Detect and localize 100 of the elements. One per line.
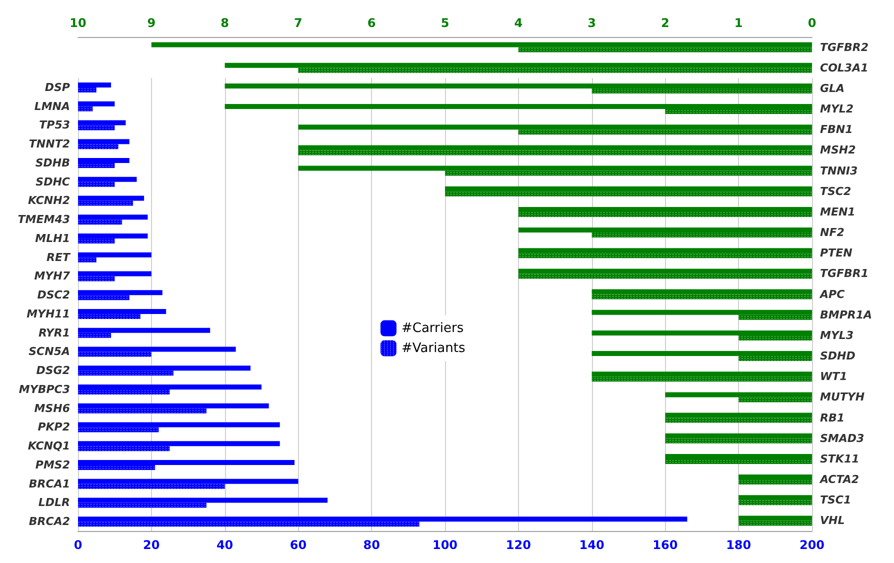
bar bbox=[665, 392, 812, 398]
bar bbox=[78, 82, 112, 88]
y-tick-label: SDHB bbox=[35, 156, 70, 170]
x-tick-label: 200 bbox=[799, 538, 825, 552]
y-tick-label: FBN1 bbox=[820, 123, 853, 136]
y-tick-label: SDHD bbox=[820, 350, 856, 363]
bar bbox=[298, 166, 812, 171]
bar bbox=[78, 176, 137, 182]
bar bbox=[78, 196, 144, 201]
y-tick-label: NF2 bbox=[820, 226, 845, 240]
y-tick-label: TP53 bbox=[39, 118, 70, 132]
bar bbox=[665, 412, 812, 418]
bar bbox=[224, 62, 812, 68]
bar bbox=[78, 422, 280, 428]
x2-tick-label: 1 bbox=[734, 16, 743, 30]
bar bbox=[592, 289, 812, 294]
legend-label: #Carriers bbox=[401, 320, 464, 336]
bar bbox=[445, 186, 812, 192]
bar bbox=[78, 101, 115, 106]
bar bbox=[78, 308, 166, 314]
x2-tick-label: 6 bbox=[367, 16, 376, 30]
y-tick-label: TSC2 bbox=[820, 184, 852, 198]
x-tick-label: 80 bbox=[363, 538, 380, 552]
y-tick-label: SCN5A bbox=[28, 345, 70, 358]
x2-tick-label: 4 bbox=[514, 16, 523, 30]
y-tick-label: MLH1 bbox=[35, 232, 70, 245]
bar bbox=[665, 454, 812, 459]
x-tick-label: 160 bbox=[652, 538, 678, 552]
bar bbox=[78, 460, 295, 465]
y-tick-label: BRCA2 bbox=[28, 515, 70, 528]
x2-tick-label: 8 bbox=[220, 16, 229, 30]
y-tick-label: TSC1 bbox=[820, 494, 852, 507]
bar bbox=[78, 120, 126, 126]
y-tick-label: PKP2 bbox=[38, 420, 70, 434]
bar bbox=[298, 145, 812, 150]
x2-tick-label: 9 bbox=[147, 16, 156, 30]
bar bbox=[738, 516, 812, 521]
legend-label: #Variants bbox=[401, 340, 466, 356]
y-tick-label: TGFBR2 bbox=[820, 40, 869, 54]
bar bbox=[78, 233, 148, 238]
y-tick-label: TGFBR1 bbox=[820, 267, 869, 280]
x2-tick-label: 7 bbox=[294, 16, 302, 30]
y-tick-label: DSP bbox=[44, 80, 70, 94]
y-tick-label: DSC2 bbox=[37, 288, 70, 302]
x2-tick-label: 0 bbox=[808, 16, 816, 30]
y-tick-label: MUTYH bbox=[820, 390, 865, 404]
x2-tick-label: 2 bbox=[661, 16, 670, 30]
bar bbox=[151, 42, 812, 48]
y-tick-label: MYL3 bbox=[820, 328, 854, 342]
bar bbox=[224, 83, 812, 88]
y-tick-label: GLA bbox=[820, 82, 845, 95]
bar bbox=[78, 290, 162, 296]
bar bbox=[78, 403, 269, 408]
y-tick-label: VHL bbox=[820, 514, 845, 528]
bar bbox=[665, 433, 812, 438]
bar bbox=[298, 124, 812, 130]
bar bbox=[78, 498, 328, 503]
y-tick-label: MSH2 bbox=[820, 144, 856, 157]
y-tick-label: BRCA1 bbox=[28, 477, 70, 490]
bar bbox=[518, 228, 812, 233]
bar bbox=[78, 384, 262, 390]
bar bbox=[78, 271, 152, 276]
y-tick-label: SDHC bbox=[36, 175, 70, 188]
y-tick-label: KCNQ1 bbox=[28, 440, 70, 453]
y-tick-label: MYBPC3 bbox=[18, 382, 70, 396]
y-tick-label: COL3A1 bbox=[820, 61, 868, 74]
bar bbox=[518, 268, 812, 274]
bar bbox=[78, 214, 148, 220]
y-tick-label: KCNH2 bbox=[28, 194, 70, 208]
y-tick-label: MYH11 bbox=[26, 307, 70, 320]
y-tick-label: BMPR1A bbox=[820, 308, 872, 322]
bar bbox=[518, 206, 812, 212]
y-tick-label: SMAD3 bbox=[820, 432, 865, 445]
bar bbox=[738, 495, 812, 500]
bar bbox=[592, 372, 812, 377]
y-tick-label: TMEM43 bbox=[18, 213, 70, 226]
bar bbox=[518, 248, 812, 254]
y-tick-label: LMNA bbox=[34, 100, 70, 113]
x-tick-label: 100 bbox=[432, 538, 458, 552]
y-tick-label: MYL2 bbox=[820, 102, 854, 116]
bar bbox=[78, 516, 688, 522]
y-tick-label: ACTA2 bbox=[819, 473, 860, 486]
x2-tick-label: 10 bbox=[70, 16, 86, 30]
y-tick-label: STK11 bbox=[820, 452, 860, 466]
x-tick-label: 120 bbox=[506, 538, 531, 552]
bar bbox=[78, 441, 280, 446]
x-tick-label: 60 bbox=[290, 538, 307, 552]
bar bbox=[78, 328, 210, 333]
bar bbox=[78, 158, 130, 163]
bar bbox=[738, 474, 812, 480]
y-tick-label: TNNI3 bbox=[820, 164, 858, 178]
y-tick-label: PTEN bbox=[820, 246, 852, 260]
x-tick-label: 0 bbox=[74, 538, 82, 552]
y-tick-label: LDLR bbox=[38, 496, 70, 510]
bar bbox=[78, 366, 250, 371]
bar bbox=[78, 139, 130, 144]
y-tick-label: RYR1 bbox=[38, 326, 70, 340]
y-tick-label: PMS2 bbox=[35, 458, 70, 472]
y-tick-label: TNNT2 bbox=[28, 138, 70, 151]
bar bbox=[78, 346, 236, 352]
